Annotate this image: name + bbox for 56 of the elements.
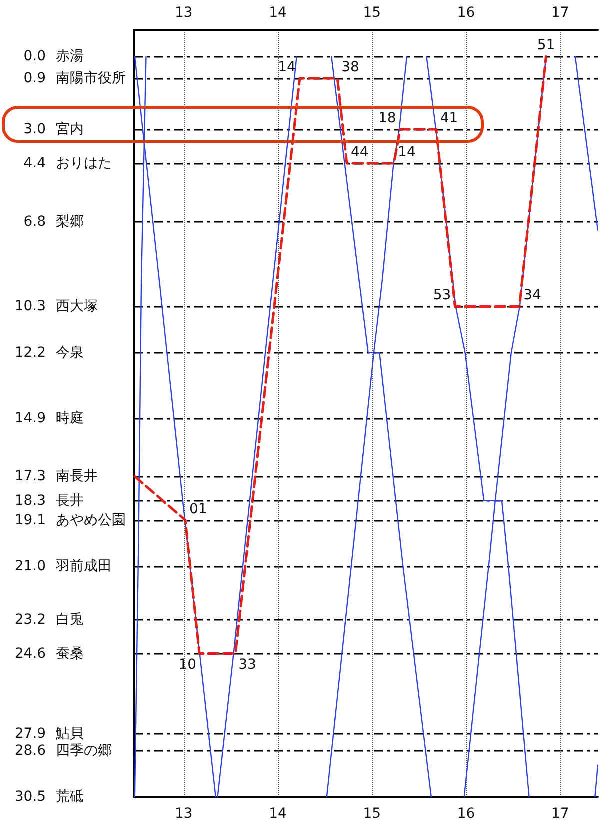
text: 白兎 (56, 612, 84, 628)
text: 南陽市役所 (56, 70, 126, 87)
text: 時庭 (56, 410, 84, 426)
text: 南長井 (56, 468, 98, 485)
annotation: 10 (178, 656, 197, 673)
y-tick-label: 24.6 (14, 646, 46, 662)
y-tick-label: 17.3 (14, 468, 46, 485)
annotation: 14 (398, 144, 416, 160)
x2-tick-label: 14 (269, 5, 287, 21)
text: 梨郷 (56, 214, 84, 230)
y-tick-label: 0.0 (24, 48, 46, 65)
y-tick-label: 27.9 (14, 726, 46, 742)
x-tick-label: 15 (363, 806, 382, 822)
annotation: 14 (278, 60, 296, 76)
y-tick-label: 14.9 (14, 410, 46, 426)
annotation: 53 (433, 288, 452, 304)
y-tick-label: 19.1 (14, 512, 46, 528)
x-tick-label: 13 (174, 806, 193, 822)
y-tick-label: 30.5 (14, 789, 46, 805)
y-tick-label: 3.0 (24, 122, 46, 138)
y-tick-label: 18.3 (14, 492, 46, 509)
annotation: 01 (189, 501, 208, 518)
text: あやめ公園 (56, 512, 126, 528)
text: 西大塚 (56, 298, 98, 315)
text: 羽前成田 (55, 558, 112, 574)
annotation: 41 (440, 110, 458, 127)
x2-tick-label: 13 (174, 5, 193, 21)
text: 赤湯 (56, 48, 84, 65)
text: 荒砥 (56, 789, 84, 805)
text: 今泉 (56, 344, 84, 361)
annotation: 38 (342, 60, 360, 76)
y-tick-label: 6.8 (24, 214, 46, 230)
y-tick-label: 4.4 (24, 155, 46, 172)
x2-tick-label: 16 (457, 5, 476, 21)
x-tick-label: 17 (551, 806, 570, 822)
y-tick-label: 10.3 (14, 298, 46, 315)
annotation: 18 (378, 110, 396, 127)
x2-tick-label: 17 (551, 5, 570, 21)
text: 長井 (56, 492, 84, 509)
y-tick-label: 23.2 (14, 612, 46, 628)
x-tick-label: 16 (457, 806, 476, 822)
text: おりはた (56, 155, 112, 172)
text: 蚕桑 (56, 646, 84, 662)
annotation: 44 (350, 144, 369, 160)
text: 四季の郷 (56, 742, 112, 759)
y-tick-label: 21.0 (14, 558, 46, 574)
text: 鮎貝 (56, 726, 84, 742)
y-tick-label: 28.6 (14, 742, 46, 759)
x2-tick-label: 15 (363, 5, 382, 21)
x-tick-label: 14 (269, 806, 287, 822)
y-tick-label: 0.9 (24, 70, 46, 87)
annotation: 34 (524, 288, 542, 304)
annotation: 51 (537, 38, 556, 54)
annotation: 33 (238, 656, 256, 673)
text: 宮内 (56, 122, 84, 138)
y-tick-label: 12.2 (14, 344, 46, 361)
